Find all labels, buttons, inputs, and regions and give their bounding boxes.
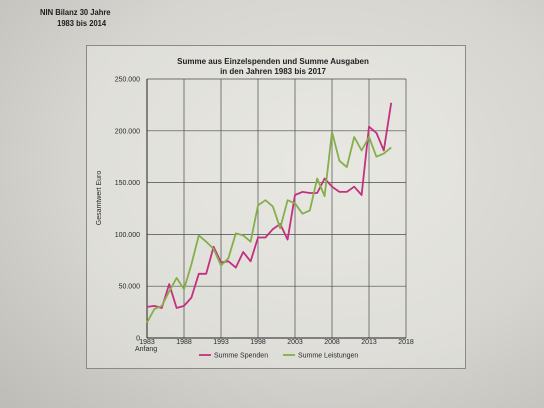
y-axis-title: Gesamtwert Euro (96, 171, 103, 226)
chart-title: Summe aus Einzelspenden und Summe Ausgab… (177, 57, 369, 66)
x-tick-label: 1983 (139, 339, 155, 346)
x-tick-label: 2013 (361, 339, 377, 346)
legend: Summe Spenden Summe Leistungen (199, 353, 358, 360)
chart-subtitle: in den Jahren 1983 bis 2017 (220, 67, 326, 76)
series-line-spenden (146, 102, 393, 309)
header-note-line2: 1983 bis 2014 (57, 19, 107, 28)
x-extra-label: Anfang (135, 346, 157, 353)
grid-lines (147, 78, 407, 338)
y-tick-label: 150.000 (115, 180, 140, 187)
header-note-line1: NIN Bilanz 30 Jahre (40, 8, 111, 17)
legend-label: Summe Spenden (214, 353, 268, 360)
y-tick-label: 0 (136, 336, 140, 343)
x-tick-label: 2003 (287, 339, 303, 346)
legend-label: Summe Leistungen (298, 353, 358, 360)
x-tick-label: 2008 (324, 339, 340, 346)
x-tick-label: 1988 (176, 339, 192, 346)
x-tick-label: 2018 (398, 339, 414, 346)
x-tick-label: 1998 (250, 339, 266, 346)
chart-frame (86, 45, 466, 369)
y-tick-labels: 0 50.000 100.000 150.000 200.000 250.000 (115, 77, 140, 343)
y-tick-label: 200.000 (115, 128, 140, 135)
y-tick-label: 50.000 (119, 284, 141, 291)
header-note: NIN Bilanz 30 Jahre 1983 bis 2014 (40, 7, 111, 29)
x-tick-label: 1993 (213, 339, 229, 346)
y-tick-label: 250.000 (115, 77, 140, 84)
y-tick-label: 100.000 (115, 232, 140, 239)
series-lines (146, 102, 393, 323)
x-tick-labels: 1983 1988 1993 1998 2003 2008 2013 2018 (139, 339, 414, 346)
axes (146, 79, 406, 339)
series-line-leistungen (146, 130, 392, 323)
